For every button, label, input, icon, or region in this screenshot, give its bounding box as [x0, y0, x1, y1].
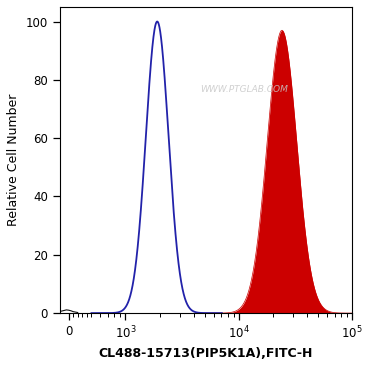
Text: WWW.PTGLAB.COM: WWW.PTGLAB.COM: [200, 85, 288, 94]
Y-axis label: Relative Cell Number: Relative Cell Number: [7, 94, 20, 226]
X-axis label: CL488-15713(PIP5K1A),FITC-H: CL488-15713(PIP5K1A),FITC-H: [99, 347, 313, 360]
